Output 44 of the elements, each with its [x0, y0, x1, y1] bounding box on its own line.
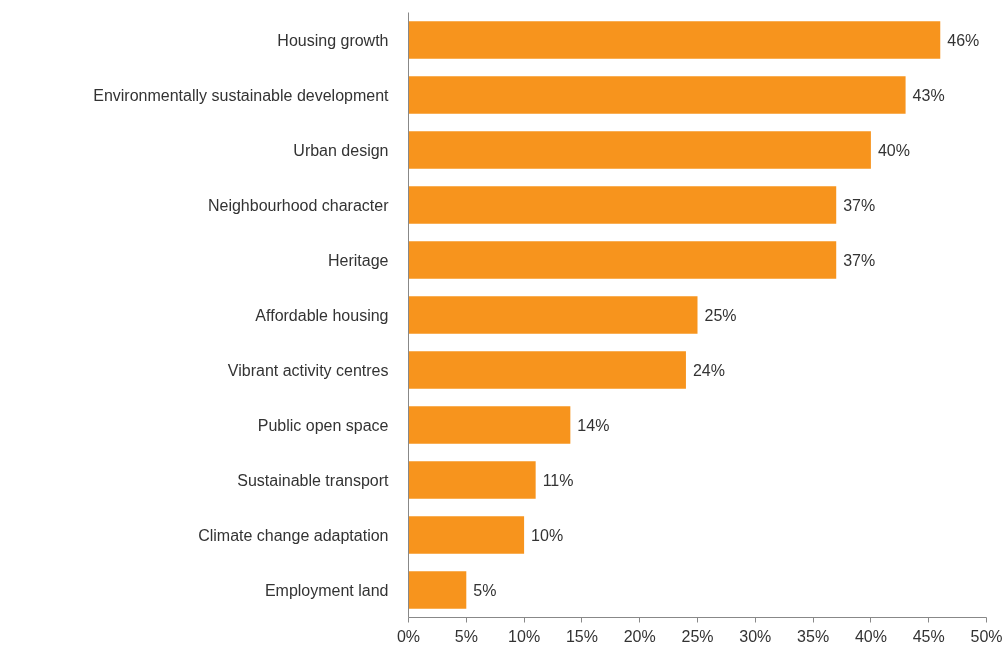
data-label: 25% [704, 306, 737, 324]
y-tick-label: Public open space [257, 416, 389, 434]
y-tick-label: Urban design [293, 141, 389, 159]
bar [408, 516, 525, 554]
x-tick-label: 30% [739, 627, 772, 645]
x-tick-label: 20% [623, 627, 656, 645]
bar [408, 296, 698, 334]
y-tick-label: Environmentally sustainable development [93, 86, 390, 104]
x-tick-label: 40% [854, 627, 887, 645]
data-label: 5% [473, 581, 497, 599]
x-tick-label: 50% [970, 627, 1003, 645]
data-label: 11% [542, 471, 574, 489]
data-label: 14% [577, 416, 610, 434]
bar [408, 571, 467, 609]
bar [408, 186, 837, 224]
y-tick-label: Vibrant activity centres [227, 361, 389, 379]
bar [408, 241, 837, 279]
data-label: 10% [531, 526, 564, 544]
x-tick-label: 35% [797, 627, 830, 645]
x-tick-label: 10% [508, 627, 541, 645]
y-tick-label: Housing growth [277, 31, 389, 49]
data-label: 43% [912, 86, 945, 104]
bar [408, 21, 941, 59]
x-tick-label: 5% [454, 627, 478, 645]
y-tick-label: Heritage [328, 251, 389, 269]
bar [408, 131, 871, 169]
x-tick-label: 15% [565, 627, 598, 645]
y-tick-label: Climate change adaptation [198, 526, 389, 544]
y-tick-label: Sustainable transport [237, 471, 390, 489]
data-label: 37% [843, 251, 876, 269]
data-label: 24% [692, 361, 725, 379]
data-label: 40% [877, 141, 910, 159]
x-tick-label: 45% [912, 627, 945, 645]
data-label: 37% [843, 196, 876, 214]
x-tick-label: 0% [396, 627, 421, 645]
y-tick-label: Neighbourhood character [207, 196, 390, 214]
data-label: 46% [947, 31, 980, 49]
x-tick-label: 25% [681, 627, 714, 645]
bar [408, 406, 571, 444]
bar [408, 76, 906, 114]
bar [408, 461, 536, 499]
bar [408, 351, 686, 389]
y-tick-label: Affordable housing [255, 306, 389, 324]
y-tick-label: Employment land [264, 581, 389, 599]
